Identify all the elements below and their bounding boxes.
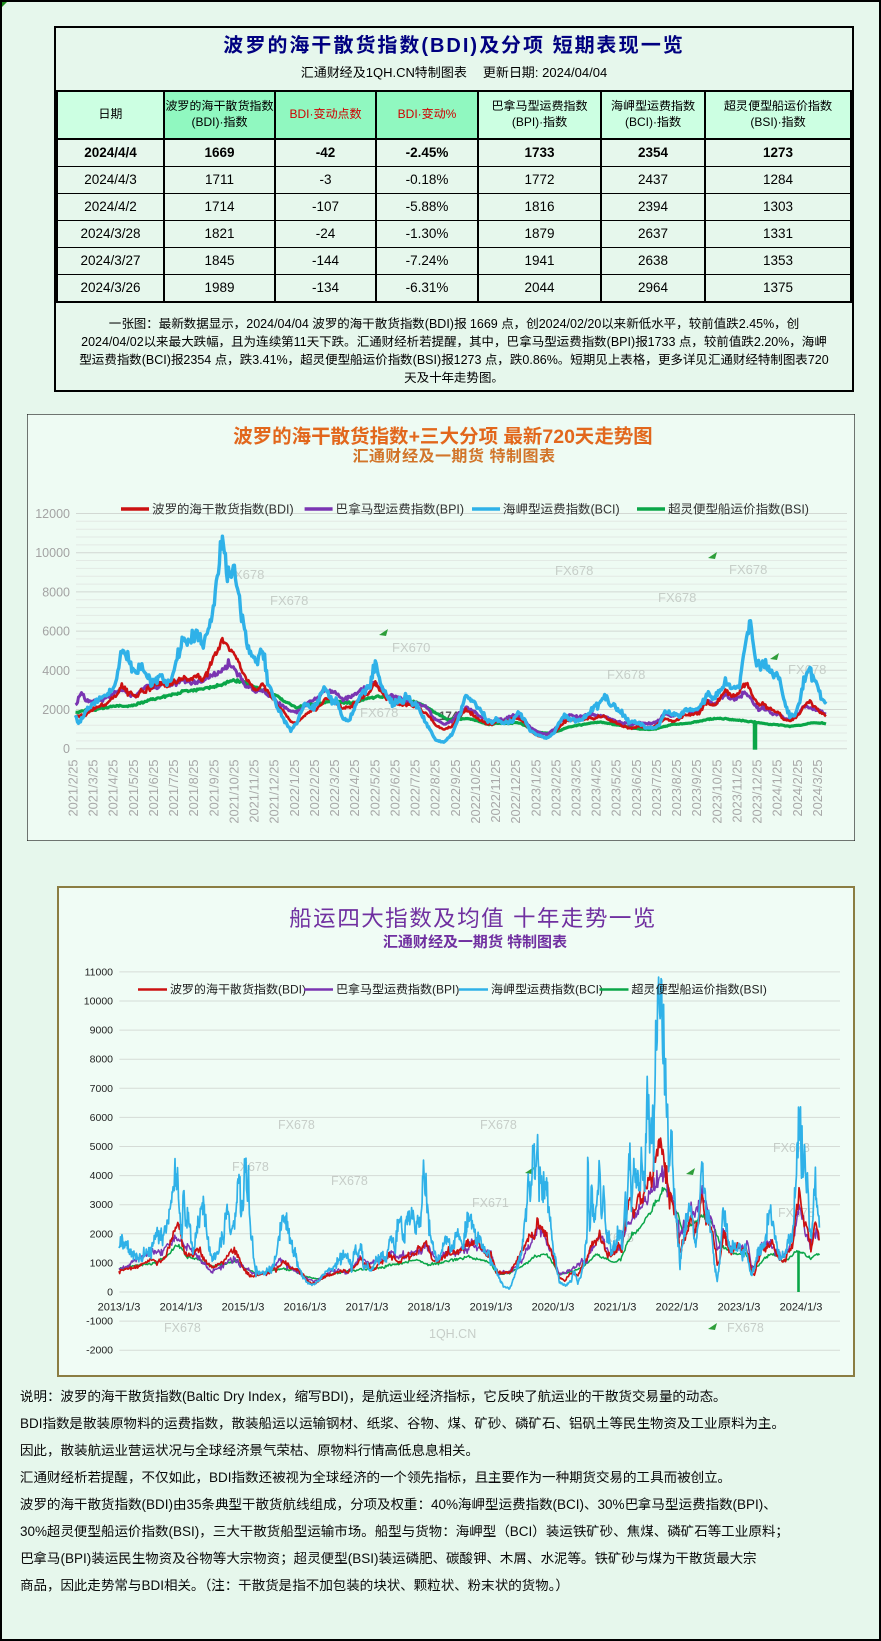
svg-text:6000: 6000	[90, 1112, 114, 1124]
svg-text:1000: 1000	[90, 1257, 114, 1269]
svg-text:2000: 2000	[42, 703, 70, 717]
svg-text:4000: 4000	[90, 1170, 114, 1182]
svg-text:2023/1/25: 2023/1/25	[528, 760, 543, 817]
svg-text:2021/11/25: 2021/11/25	[247, 760, 262, 823]
svg-text:超灵便型船运价指数(BSI): 超灵便型船运价指数(BSI)	[668, 503, 809, 517]
svg-text:2021/8/25: 2021/8/25	[186, 760, 201, 817]
svg-text:-1000: -1000	[86, 1316, 113, 1328]
svg-text:2000: 2000	[90, 1228, 114, 1240]
svg-text:2022/6/25: 2022/6/25	[387, 760, 402, 817]
svg-text:3000: 3000	[90, 1199, 114, 1211]
svg-text:4000: 4000	[42, 664, 70, 678]
svg-text:2013/1/3: 2013/1/3	[98, 1302, 141, 1314]
svg-text:10000: 10000	[84, 996, 113, 1008]
svg-text:2021/4/25: 2021/4/25	[106, 760, 121, 817]
svg-text:2023/2/25: 2023/2/25	[548, 760, 563, 817]
svg-text:巴拿马型运费指数(BPI): 巴拿马型运费指数(BPI)	[336, 983, 459, 997]
svg-text:2023/3/25: 2023/3/25	[569, 760, 584, 817]
svg-text:2021/12/25: 2021/12/25	[267, 760, 282, 824]
svg-text:0: 0	[63, 742, 70, 756]
svg-text:2023/4/25: 2023/4/25	[589, 760, 604, 817]
svg-text:2020/1/3: 2020/1/3	[532, 1302, 575, 1314]
svg-text:巴拿马型运费指数(BPI): 巴拿马型运费指数(BPI)	[336, 503, 464, 517]
svg-text:12000: 12000	[35, 507, 70, 521]
svg-text:FX678: FX678	[331, 1174, 368, 1188]
svg-text:2022/8/25: 2022/8/25	[428, 760, 443, 817]
svg-text:FX678: FX678	[232, 1160, 269, 1174]
svg-text:10000: 10000	[35, 546, 70, 560]
svg-text:2019/1/3: 2019/1/3	[470, 1302, 513, 1314]
svg-text:2021/6/25: 2021/6/25	[146, 760, 161, 817]
svg-text:波罗的海干散货指数+三大分项 最新720天走势图: 波罗的海干散货指数+三大分项 最新720天走势图	[233, 425, 653, 448]
svg-text:2022/1/25: 2022/1/25	[287, 760, 302, 817]
svg-text:8000: 8000	[90, 1054, 114, 1066]
svg-text:2023/12/25: 2023/12/25	[750, 760, 765, 824]
svg-text:FX678: FX678	[480, 1118, 517, 1132]
svg-text:2022/2/25: 2022/2/25	[307, 760, 322, 817]
svg-text:2023/7/25: 2023/7/25	[649, 760, 664, 817]
svg-text:汇通财经及一期货 特制图表: 汇通财经及一期货 特制图表	[353, 447, 556, 466]
svg-text:FX678: FX678	[555, 563, 593, 578]
svg-text:9000: 9000	[90, 1025, 114, 1037]
svg-text:2022/11/25: 2022/11/25	[488, 760, 503, 823]
svg-text:2021/9/25: 2021/9/25	[206, 760, 221, 817]
svg-text:FX671: FX671	[472, 1196, 509, 1210]
svg-text:2022/4/25: 2022/4/25	[347, 760, 362, 817]
svg-text:2022/9/25: 2022/9/25	[448, 760, 463, 817]
svg-text:2022/10/25: 2022/10/25	[468, 760, 483, 824]
svg-text:超灵便型船运价指数(BSI): 超灵便型船运价指数(BSI)	[632, 983, 767, 997]
svg-text:2023/6/25: 2023/6/25	[629, 760, 644, 817]
svg-text:2022/12/25: 2022/12/25	[508, 760, 523, 824]
svg-text:-2000: -2000	[86, 1345, 113, 1357]
svg-text:2014/1/3: 2014/1/3	[160, 1302, 203, 1314]
svg-text:FX678: FX678	[164, 1321, 201, 1335]
svg-text:波罗的海干散货指数(BDI): 波罗的海干散货指数(BDI)	[170, 983, 306, 997]
svg-text:FX678: FX678	[607, 667, 645, 682]
svg-text:2023/1/3: 2023/1/3	[718, 1302, 761, 1314]
svg-text:2023/5/25: 2023/5/25	[609, 760, 624, 817]
svg-text:2021/7/25: 2021/7/25	[166, 760, 181, 817]
svg-text:2024/2/25: 2024/2/25	[790, 760, 805, 817]
svg-text:2021/1/3: 2021/1/3	[594, 1302, 637, 1314]
svg-text:2022/7/25: 2022/7/25	[408, 760, 423, 817]
svg-text:2016/1/3: 2016/1/3	[284, 1302, 327, 1314]
svg-text:5000: 5000	[90, 1141, 114, 1153]
svg-text:FX670: FX670	[392, 640, 430, 655]
svg-text:2023/10/25: 2023/10/25	[709, 760, 724, 824]
svg-text:2021/3/25: 2021/3/25	[86, 760, 101, 817]
svg-text:11000: 11000	[85, 966, 114, 978]
svg-text:2024/1/25: 2024/1/25	[770, 760, 785, 817]
svg-text:船运四大指数及均值 十年走势一览: 船运四大指数及均值 十年走势一览	[289, 906, 657, 931]
svg-text:2022/5/25: 2022/5/25	[367, 760, 382, 817]
svg-text:8000: 8000	[42, 585, 70, 599]
svg-text:FX678: FX678	[360, 705, 398, 720]
svg-text:海岬型运费指数(BCI): 海岬型运费指数(BCI)	[491, 983, 603, 997]
svg-text:6000: 6000	[42, 625, 70, 639]
svg-text:海岬型运费指数(BCI): 海岬型运费指数(BCI)	[503, 503, 620, 517]
svg-text:2023/9/25: 2023/9/25	[689, 760, 704, 817]
svg-text:FX678: FX678	[270, 593, 308, 608]
svg-text:2021/5/25: 2021/5/25	[126, 760, 141, 817]
svg-text:2022/3/25: 2022/3/25	[327, 760, 342, 817]
svg-text:波罗的海干散货指数(BDI): 波罗的海干散货指数(BDI)	[152, 502, 294, 517]
svg-text:FX678: FX678	[278, 1118, 315, 1132]
svg-text:2022/1/3: 2022/1/3	[656, 1302, 699, 1314]
svg-text:7000: 7000	[90, 1083, 114, 1095]
svg-text:2021/2/25: 2021/2/25	[66, 760, 81, 817]
svg-text:2018/1/3: 2018/1/3	[408, 1302, 451, 1314]
svg-text:2023/8/25: 2023/8/25	[669, 760, 684, 817]
svg-text:2017/1/3: 2017/1/3	[346, 1302, 389, 1314]
svg-text:FX678: FX678	[729, 562, 767, 577]
svg-text:2023/11/25: 2023/11/25	[730, 760, 745, 823]
svg-text:FX678: FX678	[727, 1321, 764, 1335]
svg-text:2024/1/3: 2024/1/3	[780, 1302, 823, 1314]
svg-text:1QH.CN: 1QH.CN	[429, 1327, 476, 1341]
svg-text:2024/3/25: 2024/3/25	[810, 760, 825, 817]
svg-text:2015/1/3: 2015/1/3	[222, 1302, 265, 1314]
svg-text:2021/10/25: 2021/10/25	[227, 760, 242, 824]
svg-text:汇通财经及一期货 特制图表: 汇通财经及一期货 特制图表	[383, 933, 567, 951]
svg-text:0: 0	[107, 1287, 113, 1299]
svg-text:FX678: FX678	[658, 590, 696, 605]
